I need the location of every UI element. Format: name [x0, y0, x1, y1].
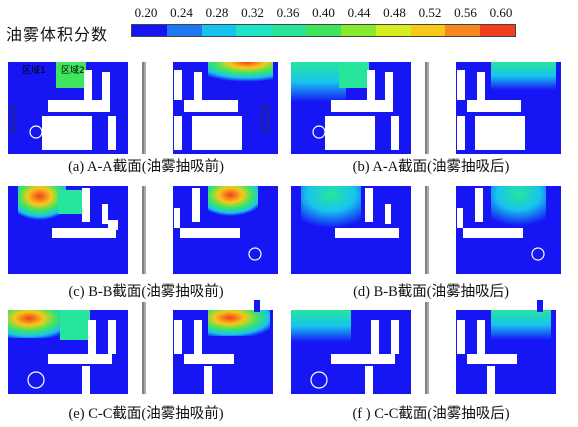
caption-b: (b) A-A截面(油雾抽吸后): [352, 159, 510, 175]
legend-tick-label: 0.28: [205, 5, 229, 20]
region-label-1: 区域1: [22, 66, 46, 76]
legend-tick-label: 0.48: [383, 5, 406, 20]
legend-swatch: [271, 25, 307, 36]
legend-swatch: [445, 25, 481, 36]
legend-tick-label: 0.24: [170, 5, 193, 20]
caption-a: (a) A-A截面(油雾抽吸前): [68, 159, 224, 175]
legend-tick-label: 0.56: [454, 5, 477, 20]
legend-swatch: [236, 25, 272, 36]
legend-swatch: [132, 25, 167, 36]
legend-tick-label: 0.40: [312, 5, 335, 20]
legend-tick-label: 0.20: [134, 5, 158, 20]
caption-f: (f ) C-C截面(油雾抽吸后): [352, 406, 510, 422]
panel-a-aa-before: [8, 60, 278, 158]
legend-title: 油雾体积分数: [6, 25, 109, 44]
legend-swatch: [480, 25, 515, 36]
legend-swatch: [410, 25, 446, 36]
panel-d-bb-after: [291, 184, 561, 276]
legend-tick-label: 0.60: [489, 5, 513, 20]
legend-tick-label: 0.52: [418, 5, 442, 20]
legend-tick-labels: 0.20 0.24 0.28 0.32 0.36 0.40 0.44 0.48 0.52 0.56…: [0, 0, 578, 24]
caption-d: (d) B-B截面(油雾抽吸后): [353, 284, 509, 300]
legend-swatch: [166, 25, 202, 36]
legend-swatch: [306, 25, 341, 36]
legend-swatch: [340, 25, 376, 36]
panel-e-cc-before: [8, 300, 278, 398]
legend-tick-label: 0.44: [347, 5, 371, 20]
legend-tick-label: 0.36: [276, 5, 300, 20]
panel-b-aa-after: [291, 60, 561, 158]
caption-c: (c) B-B截面(油雾抽吸前): [68, 284, 224, 300]
caption-e: (e) C-C截面(油雾抽吸前): [68, 406, 224, 422]
panel-c-bb-before: [8, 184, 278, 276]
color-legend-bar: [131, 24, 516, 37]
legend-tick-label: 0.32: [241, 5, 264, 20]
panel-f-cc-after: [291, 300, 561, 398]
region-label-2: 区域2: [61, 66, 85, 76]
legend-swatch: [201, 25, 237, 36]
legend-swatch: [375, 25, 411, 36]
